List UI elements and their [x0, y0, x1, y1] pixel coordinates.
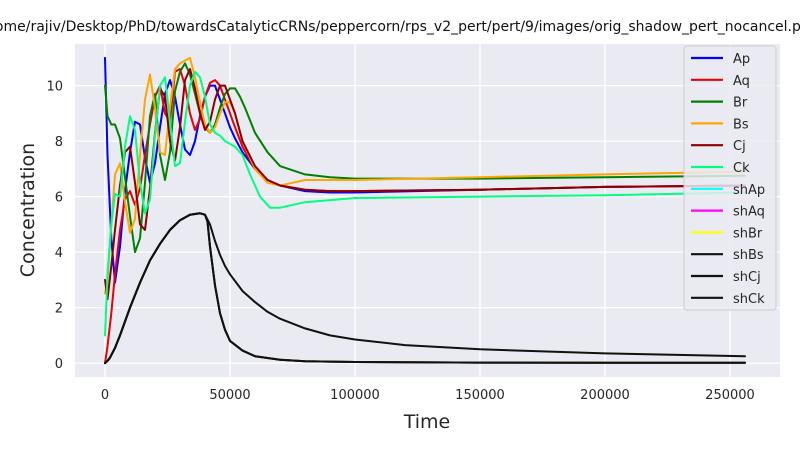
x-tick-label: 0 [101, 388, 109, 403]
tick-labels: 0 50000 100000 150000 200000 250000 0 2 4 6 8 10 [46, 80, 754, 403]
legend-label-shaq: shAq [733, 205, 765, 220]
legend-label-shbr: shBr [733, 226, 763, 241]
x-tick-label: 250000 [705, 388, 755, 403]
y-tick-label: 6 [55, 191, 63, 206]
legend-label-bs: Bs [733, 117, 749, 132]
series-line-shck [104, 212, 746, 365]
legend-label-shap: shAp [733, 183, 765, 198]
legend-label-aq: Aq [733, 74, 750, 89]
x-axis-label: Time [403, 411, 451, 433]
y-tick-label: 2 [55, 302, 63, 317]
legend-label-cj: Cj [733, 139, 746, 154]
series-layer [104, 56, 746, 365]
y-axis-label: Concentration [17, 143, 39, 277]
y-tick-label: 10 [46, 80, 63, 95]
legend-label-ck: Ck [733, 161, 750, 176]
plot-area [75, 44, 780, 377]
y-tick-label: 4 [55, 246, 63, 261]
x-tick-label: 100000 [330, 388, 380, 403]
legend-label-shbs: shBs [733, 248, 764, 263]
legend-label-ap: Ap [733, 52, 750, 67]
legend-frame [683, 45, 777, 311]
chart-title: /home/rajiv/Desktop/PhD/towardsCatalytic… [0, 19, 800, 35]
y-tick-label: 8 [55, 135, 63, 150]
legend-label-br: Br [733, 96, 748, 111]
y-tick-label: 0 [55, 357, 63, 372]
legend: Ap Aq Br Bs Cj Ck shAp shAq shBr shBs shCj shCk [683, 45, 777, 311]
x-tick-label: 200000 [580, 388, 630, 403]
legend-label-shck: shCk [733, 292, 765, 307]
x-tick-label: 50000 [209, 388, 250, 403]
series-line-ck [104, 70, 746, 337]
x-tick-label: 150000 [455, 388, 505, 403]
legend-label-shcj: shCj [733, 270, 761, 285]
